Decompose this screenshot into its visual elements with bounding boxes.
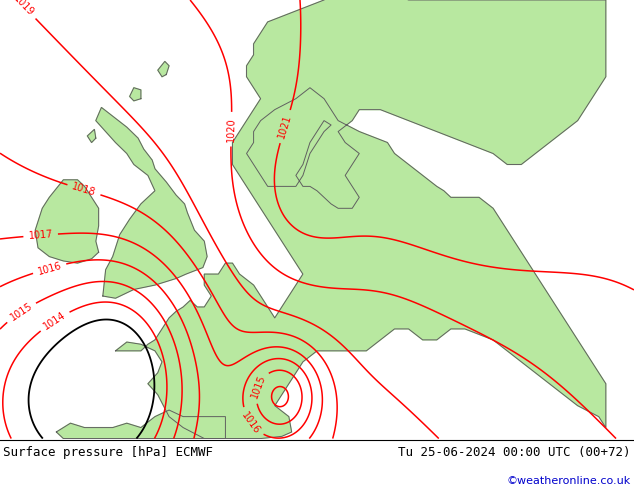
Text: 1015: 1015 — [8, 301, 34, 323]
Text: Surface pressure [hPa] ECMWF: Surface pressure [hPa] ECMWF — [3, 446, 213, 460]
Polygon shape — [87, 129, 96, 143]
Text: 1019: 1019 — [11, 0, 36, 19]
Polygon shape — [158, 61, 169, 77]
Text: 1016: 1016 — [36, 260, 63, 276]
Polygon shape — [56, 410, 226, 439]
Text: 1020: 1020 — [226, 117, 236, 142]
Text: 1014: 1014 — [42, 310, 68, 332]
Polygon shape — [129, 88, 141, 101]
Text: 1017: 1017 — [28, 229, 53, 241]
Text: 1021: 1021 — [277, 113, 294, 140]
Text: Tu 25-06-2024 00:00 UTC (00+72): Tu 25-06-2024 00:00 UTC (00+72) — [398, 446, 631, 460]
Text: ©weatheronline.co.uk: ©weatheronline.co.uk — [507, 476, 631, 486]
Polygon shape — [96, 107, 207, 298]
Text: 1018: 1018 — [71, 181, 97, 198]
Polygon shape — [115, 0, 606, 439]
Polygon shape — [36, 180, 99, 263]
Text: 1015: 1015 — [249, 373, 268, 400]
Text: 1016: 1016 — [240, 410, 262, 436]
